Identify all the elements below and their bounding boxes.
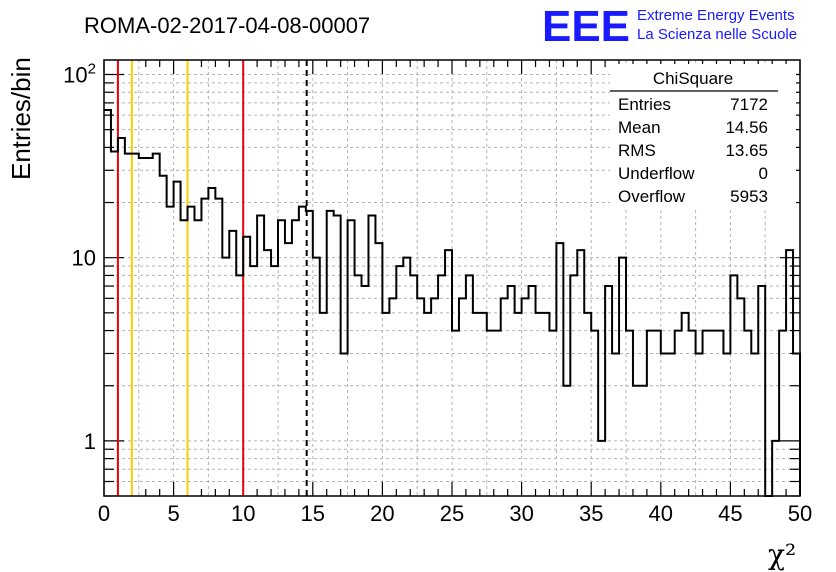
y-tick-label: 10 [72,246,96,271]
stats-box-name: ChiSquare [653,69,733,88]
stats-row-value: 14.56 [725,118,768,137]
stats-row-label: Entries [618,95,671,114]
stats-row-label: Mean [618,118,661,137]
x-tick-label: 0 [98,501,110,526]
x-tick-label: 45 [718,501,742,526]
stats-box: ChiSquare Entries 7172 Mean 14.56 RMS 13.65 Un… [610,64,796,210]
x-tick-label: 20 [370,501,394,526]
eee-logo-mark: EEE [542,2,630,51]
x-tick-label: 30 [509,501,533,526]
x-tick-label: 50 [788,501,812,526]
x-tick-label: 25 [440,501,464,526]
stats-row-value: 7172 [730,95,768,114]
stats-row-label: Underflow [618,164,695,183]
y-tick-labels: 1 10 102 [63,61,96,454]
logo-line-2: La Scienza nelle Scuole [637,26,797,43]
y-tick-label: 102 [63,61,96,88]
stats-box-background [610,64,796,210]
stats-row-value: 5953 [730,187,768,206]
reference-lines [116,60,308,496]
stats-row-label: RMS [618,141,656,160]
plot-frame [103,59,801,497]
x-tick-labels: 0 5 10 15 20 25 30 35 40 45 50 [98,501,812,526]
stats-row-value: 13.65 [725,141,768,160]
histogram-steps [104,109,801,497]
x-tick-label: 10 [231,501,255,526]
x-tick-label: 15 [301,501,325,526]
eee-logo: EEE Extreme Energy Events La Scienza nel… [542,2,797,51]
logo-line-1: Extreme Energy Events [637,7,795,24]
stats-row-value: 0 [759,164,768,183]
x-tick-label: 40 [649,501,673,526]
x-tick-label: 5 [167,501,179,526]
x-tick-label: 35 [579,501,603,526]
y-tick-label: 1 [84,429,96,454]
stats-row-label: Overflow [618,187,686,206]
y-axis-title: Entries/bin [6,57,36,180]
run-title: ROMA-02-2017-04-08-00007 [84,13,370,38]
x-axis-title: χ² [768,538,796,571]
stats-rows: Entries 7172 Mean 14.56 RMS 13.65 Underflow 0 Ov… [618,95,768,206]
